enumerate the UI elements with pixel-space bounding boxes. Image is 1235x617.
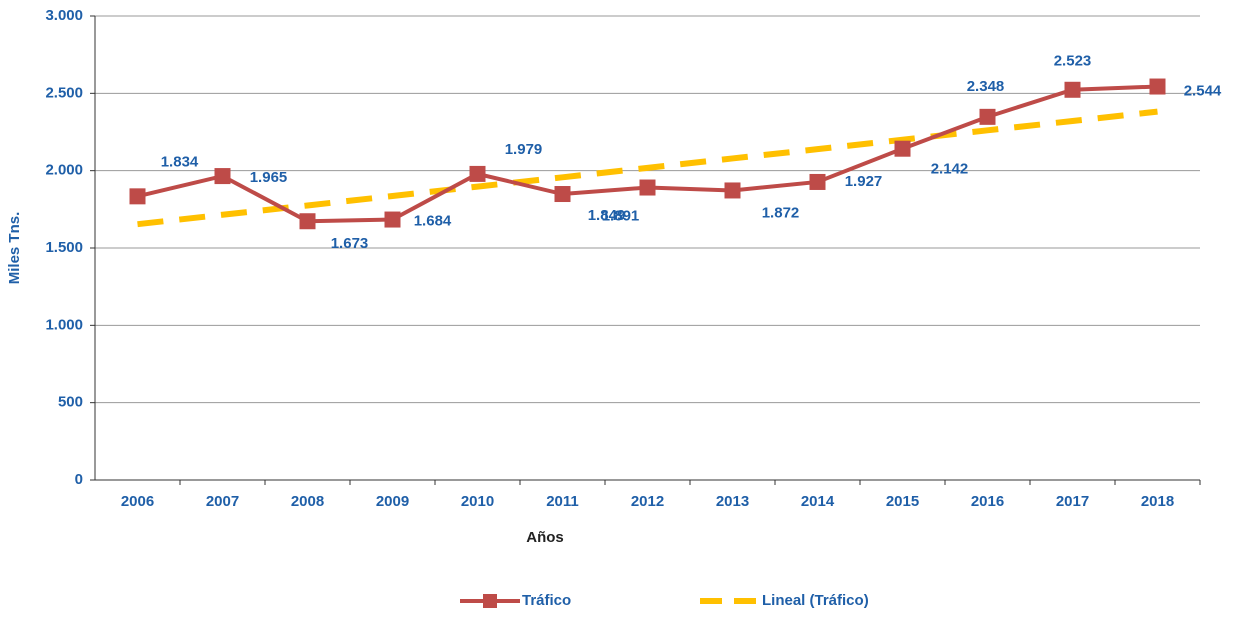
x-tick-label: 2017 [1056,493,1089,510]
y-tick-label: 1.000 [45,316,83,333]
value-label: 1.872 [762,204,800,221]
y-tick-label: 3.000 [45,7,83,24]
y-tick-label: 1.500 [45,239,83,256]
x-tick-label: 2012 [631,493,664,510]
x-tick-label: 2007 [206,493,239,510]
marker [1149,78,1166,95]
y-tick-label: 500 [58,394,83,411]
marker [129,188,146,205]
x-tick-label: 2016 [971,493,1004,510]
value-label: 1.673 [331,235,369,252]
y-tick-label: 2.500 [45,84,83,101]
value-label: 2.544 [1184,82,1222,99]
legend-label: Tráfico [522,592,571,609]
x-tick-label: 2018 [1141,493,1174,510]
value-label: 2.142 [931,161,969,178]
x-tick-label: 2009 [376,493,409,510]
value-label: 1.979 [505,141,543,158]
x-tick-label: 2010 [461,493,494,510]
legend-label: Lineal (Tráfico) [762,592,869,609]
x-axis-label: Años [526,529,564,546]
marker [384,211,401,228]
value-label: 1.849 [588,207,626,224]
marker [554,186,571,203]
value-label: 1.965 [250,169,288,186]
x-tick-label: 2013 [716,493,749,510]
data-line [137,84,1158,224]
marker [214,168,231,185]
marker [724,182,741,199]
value-label: 2.348 [967,78,1005,95]
marker [979,108,996,125]
marker [299,213,316,230]
x-tick-label: 2014 [801,493,835,510]
y-tick-label: 0 [75,471,83,488]
legend-marker [483,594,497,608]
x-tick-label: 2011 [546,493,579,510]
marker [894,140,911,157]
value-label: 1.891 [602,207,640,224]
marker [639,179,656,196]
y-tick-label: 2.000 [45,162,83,179]
x-tick-label: 2008 [291,493,324,510]
trend-line [137,108,1158,228]
value-label: 1.834 [161,153,199,170]
x-tick-label: 2006 [121,493,154,510]
x-tick-label: 2015 [886,493,919,510]
marker [1064,81,1081,98]
value-label: 2.523 [1054,53,1092,70]
y-axis-label: Miles Tns. [6,212,23,285]
value-label: 1.684 [414,213,452,230]
marker [469,165,486,182]
value-label: 1.927 [845,173,883,190]
marker [809,173,826,190]
